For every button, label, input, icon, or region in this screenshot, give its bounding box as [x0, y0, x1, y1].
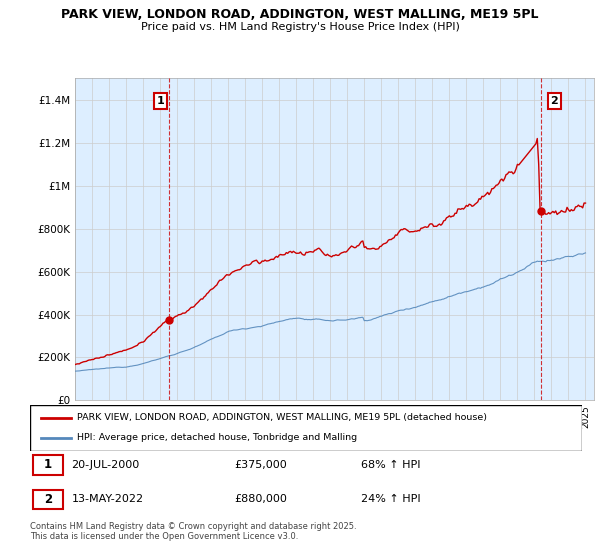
Text: PARK VIEW, LONDON ROAD, ADDINGTON, WEST MALLING, ME19 5PL (detached house): PARK VIEW, LONDON ROAD, ADDINGTON, WEST … — [77, 413, 487, 422]
Text: £375,000: £375,000 — [234, 460, 287, 470]
Text: 1: 1 — [157, 96, 164, 106]
Text: PARK VIEW, LONDON ROAD, ADDINGTON, WEST MALLING, ME19 5PL: PARK VIEW, LONDON ROAD, ADDINGTON, WEST … — [61, 8, 539, 21]
Text: 2: 2 — [550, 96, 558, 106]
Text: 24% ↑ HPI: 24% ↑ HPI — [361, 494, 421, 504]
Text: 68% ↑ HPI: 68% ↑ HPI — [361, 460, 421, 470]
Text: HPI: Average price, detached house, Tonbridge and Malling: HPI: Average price, detached house, Tonb… — [77, 433, 357, 442]
Text: 2: 2 — [44, 493, 52, 506]
Text: 1: 1 — [44, 459, 52, 472]
Text: Contains HM Land Registry data © Crown copyright and database right 2025.
This d: Contains HM Land Registry data © Crown c… — [30, 522, 356, 542]
Text: 20-JUL-2000: 20-JUL-2000 — [71, 460, 140, 470]
Text: Price paid vs. HM Land Registry's House Price Index (HPI): Price paid vs. HM Land Registry's House … — [140, 22, 460, 32]
Text: £880,000: £880,000 — [234, 494, 287, 504]
Text: 13-MAY-2022: 13-MAY-2022 — [71, 494, 143, 504]
Bar — [33, 455, 63, 474]
Bar — [33, 489, 63, 508]
